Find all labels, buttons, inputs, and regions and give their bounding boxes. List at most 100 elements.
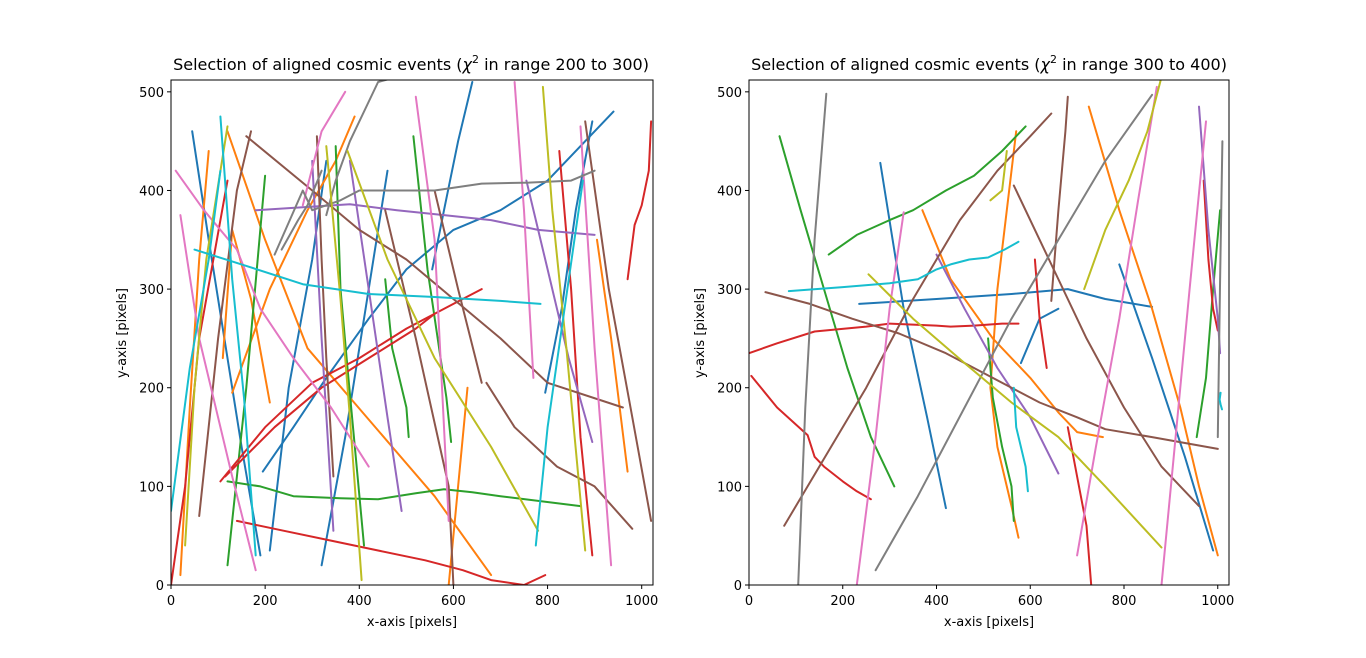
chart-right-y-tick-label: 500: [717, 86, 742, 101]
chart-left-title: Selection of aligned cosmic events (χ2 i…: [173, 53, 649, 74]
chart-left-track-12: [596, 238, 629, 473]
chart-left-track-34: [584, 120, 653, 522]
chart-right-track-22: [1050, 95, 1069, 302]
chart-right-track-6: [989, 130, 1020, 539]
chart-left-track-36: [179, 214, 257, 572]
chart-left-track-18: [171, 179, 229, 585]
chart-right-y-ticks: 0 100 200 300 400 500: [717, 86, 749, 594]
chart-left-track-45: [346, 150, 540, 532]
chart-right-y-tick-label: 400: [717, 184, 742, 199]
chart-left-y-tick-label: 0: [156, 579, 164, 594]
chart-left-y-tick-label: 100: [139, 480, 164, 495]
chart-right-track-24: [1076, 85, 1158, 557]
chart-left-track-16: [384, 278, 410, 439]
chart-right-x-tick-label: 0: [745, 594, 753, 609]
chart-left-track-32: [433, 189, 483, 384]
chart-right-y-tick-label: 100: [717, 480, 742, 495]
chart-right-track-31: [1083, 80, 1162, 291]
chart-left-track-14: [226, 174, 267, 567]
chart-left-track-38: [414, 95, 450, 522]
chart-right-track-19: [764, 291, 1219, 450]
chart-left-track-9: [226, 130, 493, 577]
chart-left-track-29: [198, 130, 252, 517]
chart-right-track-14: [1033, 258, 1048, 369]
chart-left-track-43: [280, 169, 323, 251]
chart-right-track-4: [1118, 263, 1215, 552]
chart-right-track-13: [750, 374, 872, 501]
chart-right-track-2: [879, 161, 947, 510]
chart-left-track-47: [541, 85, 587, 552]
chart-left-track-26: [348, 159, 403, 512]
chart-right-track-20: [783, 112, 1053, 527]
chart-right-track-1: [858, 288, 1154, 308]
chart-left-x-tick-label: 600: [441, 594, 466, 609]
chart-right-x-tick-label: 600: [1018, 594, 1043, 609]
chart-right-track-11: [1195, 209, 1222, 439]
chart-left-track-5: [431, 81, 474, 271]
chart-left-x-tick-label: 0: [167, 594, 175, 609]
chart-right-track-34: [1218, 391, 1223, 411]
chart-left-track-13: [226, 480, 582, 508]
chart-right-x-ticks: 0 200 400 600 800 1000: [745, 585, 1234, 609]
chart-left-track-10: [231, 115, 356, 394]
chart-right-track-23: [855, 211, 905, 585]
chart-right-track-25: [1160, 120, 1207, 585]
chart-left-track-15: [334, 145, 365, 547]
chart-left-x-ticks: 0 200 400 600 800 1000: [167, 585, 658, 609]
chart-left-y-tick-label: 400: [139, 184, 164, 199]
chart-right-y-tick-label: 200: [717, 382, 742, 397]
chart-right-track-27: [874, 93, 1154, 572]
chart-left-track-30: [315, 135, 335, 478]
chart-left-track-23: [626, 120, 653, 281]
chart-right-track-16: [1202, 179, 1219, 332]
chart-left-track-33: [485, 381, 634, 530]
chart-left-track-27: [525, 179, 594, 443]
chart-left-y-tick-label: 500: [139, 86, 164, 101]
chart-left-track-49: [171, 169, 222, 512]
chart-left-track-2: [261, 110, 615, 473]
chart-right-x-tick-label: 200: [830, 594, 855, 609]
chart-left-track-31: [384, 209, 455, 585]
chart-left-y-tick-label: 200: [139, 382, 164, 397]
chart-left-tracks: [171, 80, 653, 585]
chart-right: Selection of aligned cosmic events (χ2 i…: [693, 53, 1234, 630]
chart-left-track-40: [579, 125, 613, 567]
chart-right-tracks: [749, 80, 1224, 585]
chart-left-x-tick-label: 400: [347, 594, 372, 609]
chart-left-x-tick-label: 200: [253, 594, 278, 609]
chart-right-x-axis-label: x-axis [pixels]: [944, 615, 1034, 630]
chart-right-track-28: [1216, 140, 1224, 439]
chart-right-track-29: [867, 273, 1163, 549]
chart-left-y-tick-label: 300: [139, 283, 164, 298]
chart-left: Selection of aligned cosmic events (χ2 i…: [115, 53, 658, 630]
chart-left-plot-frame: [170, 79, 654, 586]
chart-right-title: Selection of aligned cosmic events (χ2 i…: [751, 53, 1227, 74]
chart-left-y-ticks: 0 100 200 300 400 500: [139, 86, 171, 594]
chart-left-track-21: [235, 519, 547, 585]
chart-right-track-30: [989, 150, 1008, 202]
chart-right-track-7: [1087, 105, 1219, 557]
chart-right-track-9: [827, 125, 1027, 256]
chart-right-plot-frame: [748, 79, 1230, 586]
chart-right-track-18: [1198, 105, 1222, 355]
chart-right-track-33: [1012, 386, 1029, 493]
chart-left-track-35: [174, 169, 370, 468]
chart-right-track-17: [935, 253, 1060, 475]
chart-left-track-37: [301, 90, 347, 207]
chart-left-track-46: [325, 145, 363, 582]
chart-left-x-tick-label: 1000: [625, 594, 658, 609]
chart-right-track-3: [1019, 307, 1060, 365]
chart-right-x-tick-label: 1000: [1201, 594, 1234, 609]
chart-right-track-21: [1012, 184, 1200, 508]
chart-left-track-50: [219, 115, 257, 557]
chart-left-track-24: [254, 203, 596, 236]
chart-right-track-8: [778, 135, 896, 488]
chart-right-track-32: [787, 240, 1020, 293]
chart-right-y-axis-label: y-axis [pixels]: [693, 288, 708, 378]
chart-right-x-tick-label: 800: [1112, 594, 1137, 609]
chart-right-track-12: [749, 322, 1020, 355]
chart-left-track-4: [320, 169, 389, 567]
chart-left-x-tick-label: 800: [535, 594, 560, 609]
chart-left-track-51: [534, 179, 584, 547]
